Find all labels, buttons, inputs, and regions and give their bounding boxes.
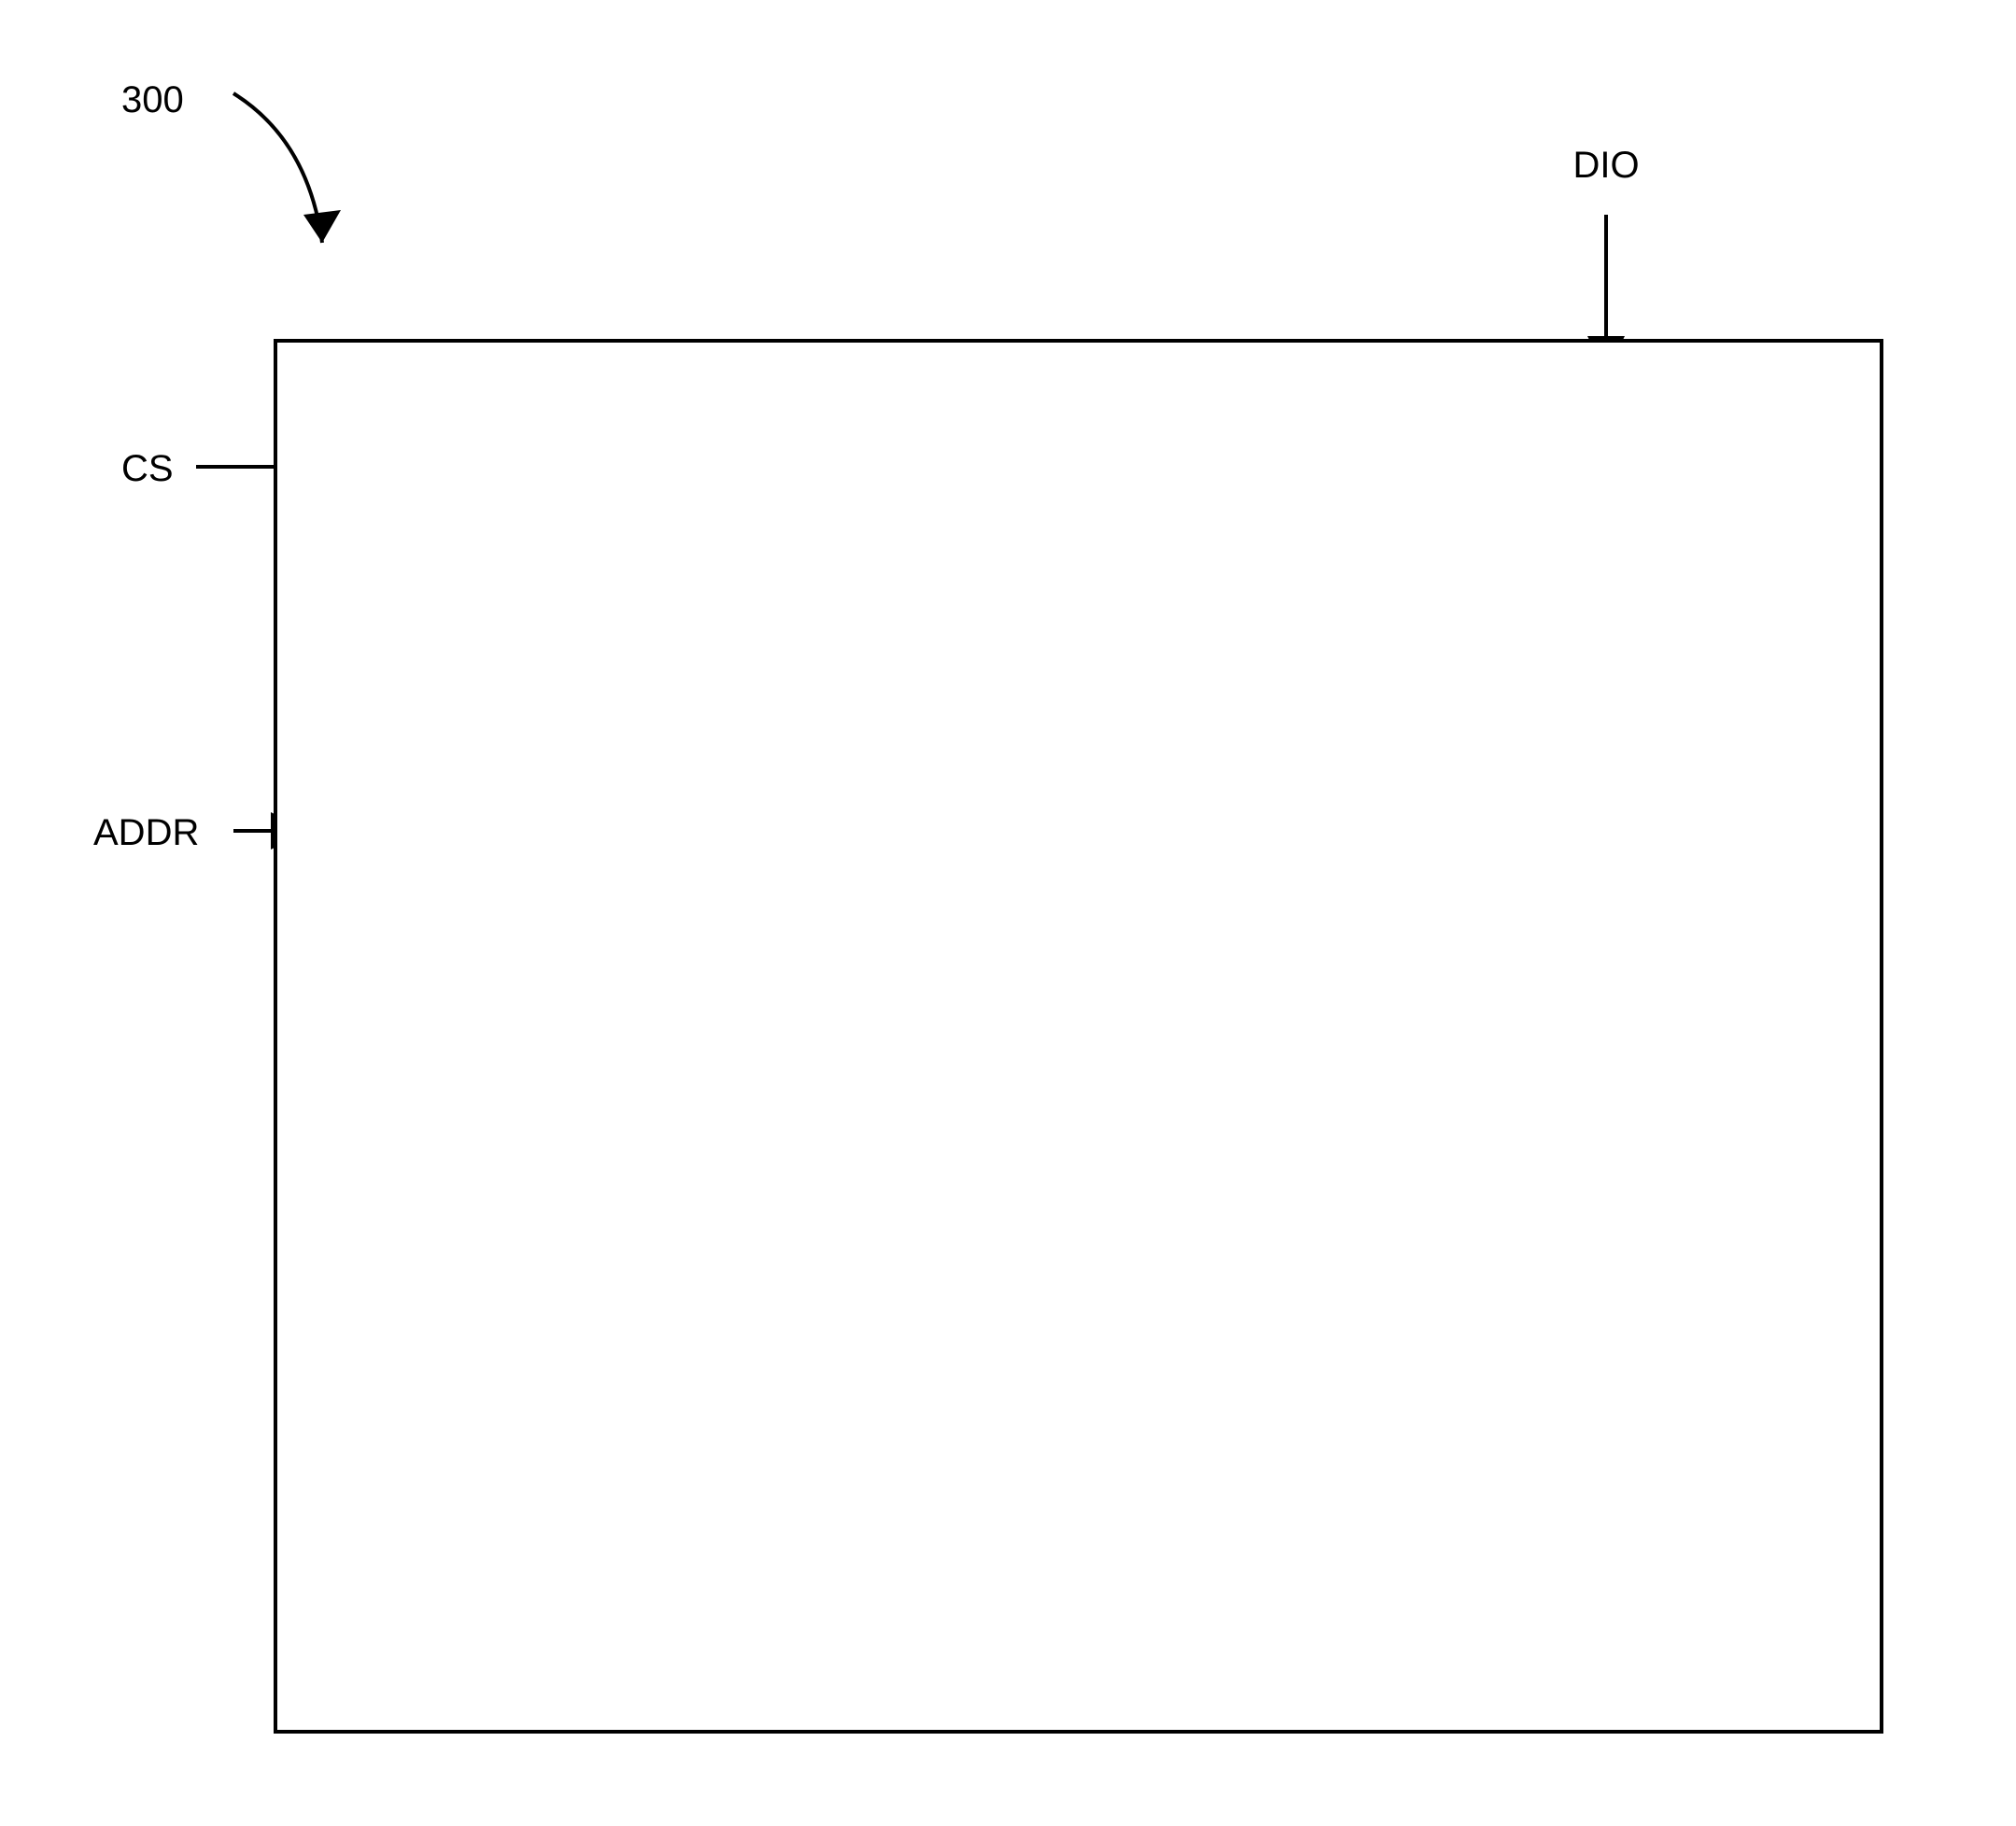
signal-cs-label: CS <box>121 448 174 489</box>
outer-frame <box>275 341 1882 1732</box>
block-diagram: 300 DIO CS ADDR CONTROL LOGIC 302 I/O BU… <box>0 0 2016 1826</box>
figure-ref-arrowhead <box>303 210 341 243</box>
signal-addr-label: ADDR <box>93 812 199 853</box>
signal-dio-label: DIO <box>1572 145 1639 186</box>
figure-ref-label: 300 <box>121 79 184 120</box>
